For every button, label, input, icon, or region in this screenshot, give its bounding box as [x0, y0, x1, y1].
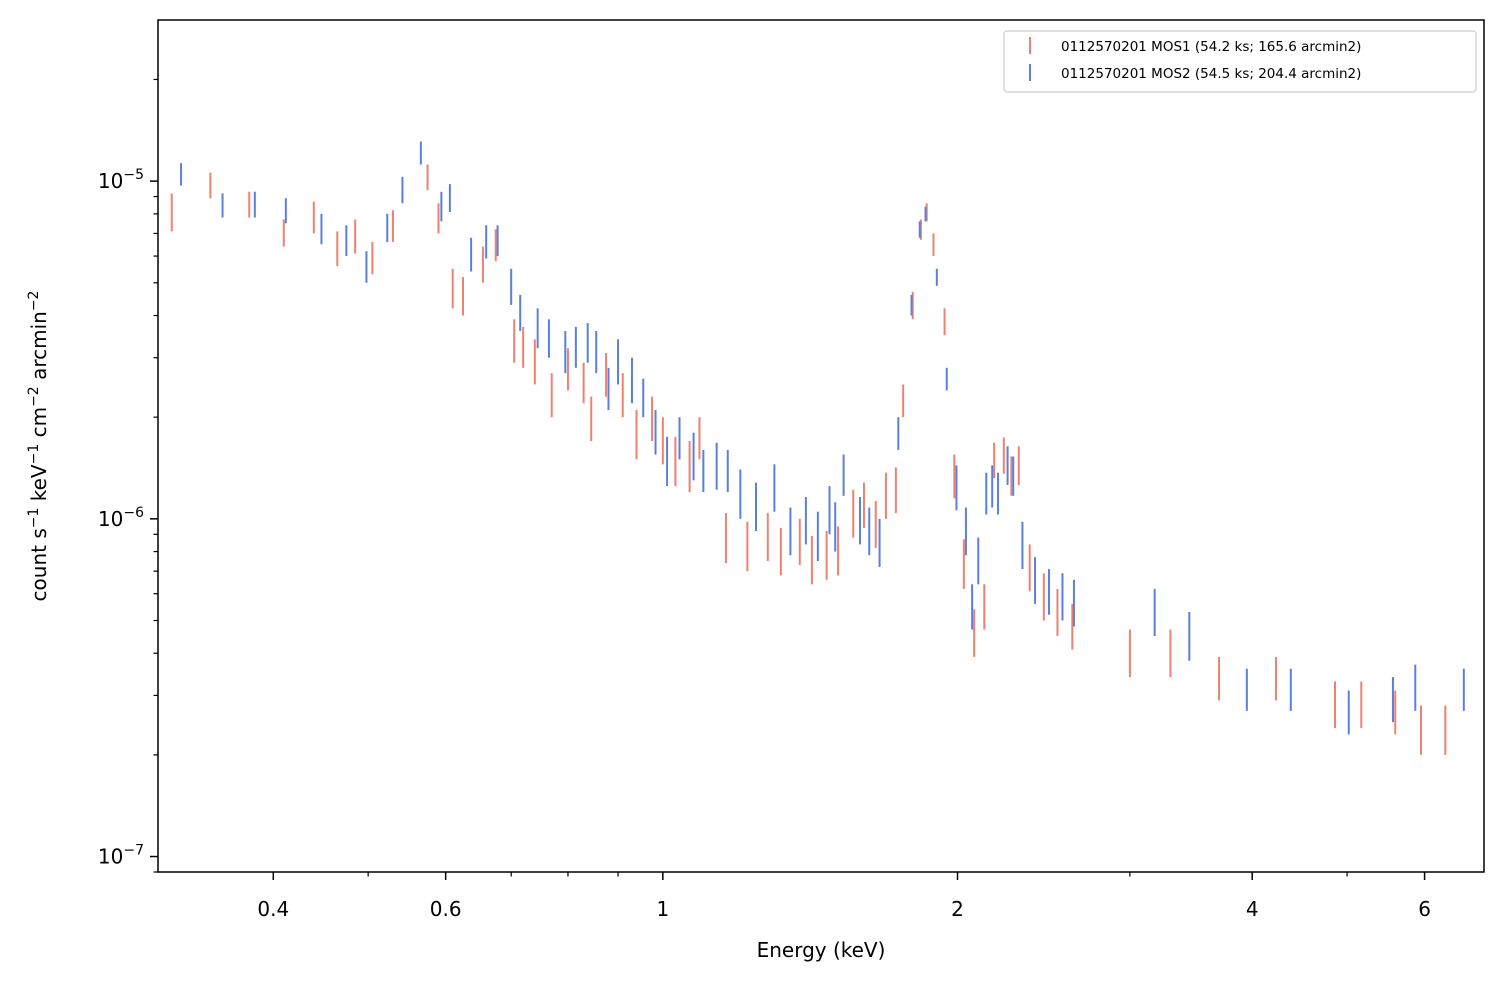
y-axis-label: count s−1 keV−1 cm−2 arcmin−2 [26, 291, 51, 602]
legend: 0112570201 MOS1 (54.2 ks; 165.6 arcmin2)… [1003, 30, 1477, 93]
x-tick-label: 2 [951, 897, 964, 921]
series-1 [170, 164, 1447, 755]
x-axis-label: Energy (keV) [757, 938, 886, 962]
y-tick-label: 10−6 [98, 505, 144, 531]
plot-frame [157, 19, 1485, 873]
legend-box [1003, 30, 1477, 93]
legend-label-mos1: 0112570201 MOS1 (54.2 ks; 165.6 arcmin2) [1061, 39, 1361, 55]
legend-label-mos2: 0112570201 MOS2 (54.5 ks; 204.4 arcmin2) [1061, 66, 1361, 82]
x-tick-label: 0.4 [257, 897, 289, 921]
x-tick-label: 1 [656, 897, 669, 921]
series-layer [170, 141, 1465, 755]
x-tick-label: 0.6 [430, 897, 462, 921]
series-2 [180, 141, 1465, 735]
x-axis-ticks: 0.4 0.6 1 2 4 6 [257, 872, 1431, 921]
y-tick-label: 10−7 [98, 843, 144, 869]
y-axis-ticks: 10−7 10−6 10−5 [98, 78, 158, 873]
y-tick-label: 10−5 [98, 167, 144, 193]
x-tick-label: 6 [1418, 897, 1431, 921]
x-tick-label: 4 [1246, 897, 1259, 921]
